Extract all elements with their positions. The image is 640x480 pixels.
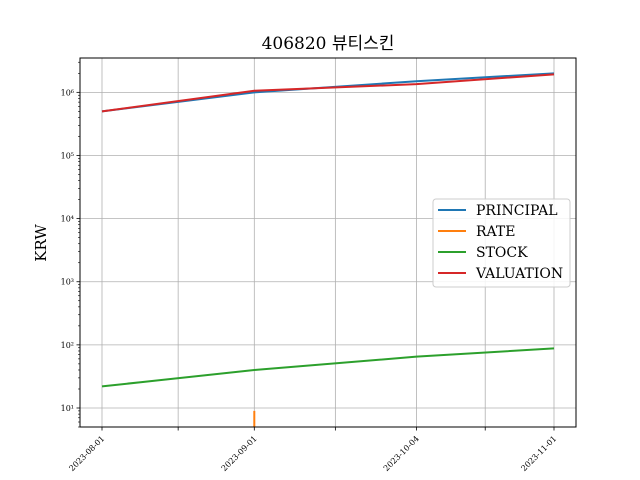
- y-tick-label: 10³: [61, 278, 74, 287]
- y-axis-label: KRW: [32, 224, 50, 262]
- x-tick-label: 2023-09-01: [220, 434, 259, 473]
- y-axis: 10¹ 10² 10³ 10⁴ 10⁵ 10⁶: [61, 61, 80, 428]
- legend: PRINCIPAL RATE STOCK VALUATION: [432, 198, 571, 288]
- series-valuation-line: [101, 73, 555, 113]
- series-stock-line: [101, 347, 555, 388]
- y-tick-label: 10⁶: [61, 88, 74, 97]
- x-tick-label: 2023-11-01: [519, 434, 558, 473]
- plot-area: [79, 57, 577, 428]
- legend-label-stock: STOCK: [476, 245, 528, 261]
- y-tick-label: 10⁵: [61, 151, 74, 160]
- y-tick-label: 10²: [61, 341, 74, 350]
- legend-box: [432, 198, 571, 288]
- chart-title: 406820 뷰티스킨: [262, 34, 395, 54]
- legend-label-principal: PRINCIPAL: [476, 203, 558, 219]
- x-tick-label: 2023-08-01: [67, 434, 106, 473]
- legend-label-valuation: VALUATION: [475, 266, 563, 282]
- y-tick-label: 10¹: [61, 404, 74, 413]
- y-tick-label: 10⁴: [61, 215, 74, 224]
- x-axis: 2023-08-01 2023-09-01 2023-10-04 2023-11-01: [67, 427, 558, 473]
- x-tick-label: 2023-10-04: [382, 434, 421, 473]
- legend-label-rate: RATE: [476, 224, 515, 240]
- series-group: [101, 72, 555, 427]
